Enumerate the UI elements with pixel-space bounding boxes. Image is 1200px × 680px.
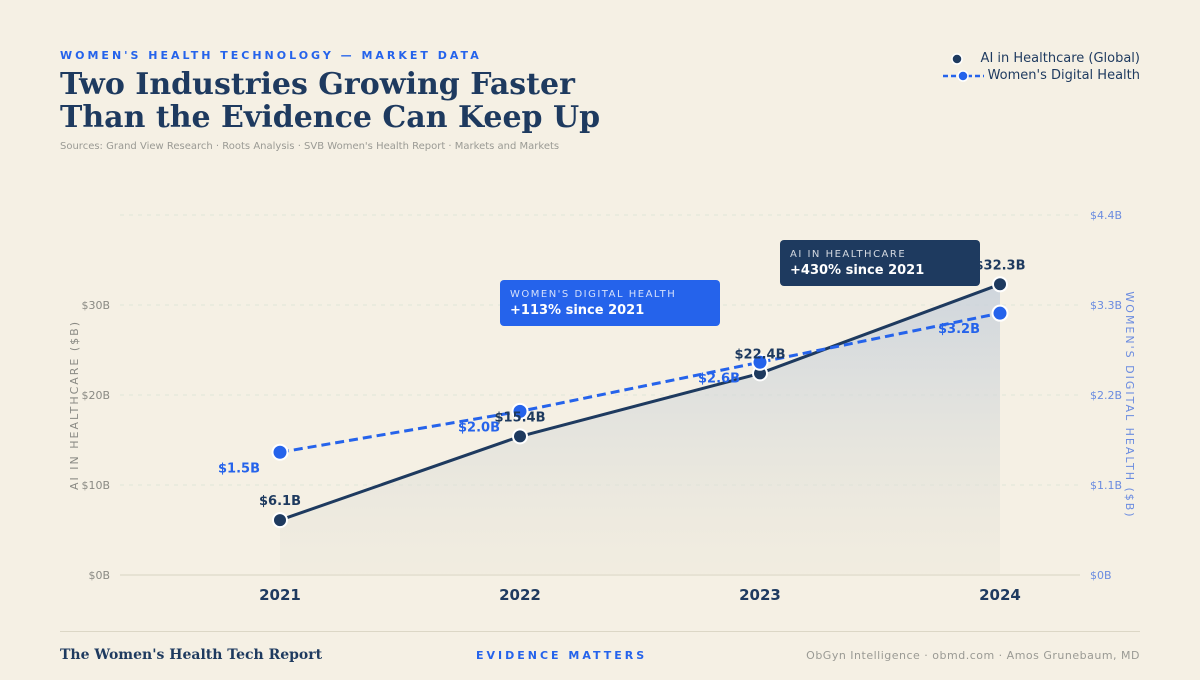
- legend-label-ai: AI in Healthcare (Global): [980, 51, 1140, 66]
- callout-wdh-label: WOMEN'S DIGITAL HEALTH: [510, 289, 677, 300]
- callout-ai-label: AI IN HEALTHCARE: [790, 249, 907, 260]
- legend-marker-wdh: [942, 69, 984, 82]
- legend-label-wdh: Women's Digital Health: [987, 68, 1140, 83]
- data-label-wdh: $2.0B: [458, 420, 500, 435]
- right-tick-label: $3.3B: [1090, 299, 1122, 312]
- x-tick-label: 2023: [739, 586, 781, 604]
- left-tick-label: $0B: [88, 569, 110, 582]
- title-line-1: Two Industries Growing Faster: [60, 67, 575, 102]
- data-label-ai: $22.4B: [734, 347, 785, 362]
- chart-legend: AI in Healthcare (Global) Women's Digita…: [942, 50, 1140, 84]
- right-tick-label: $4.4B: [1090, 209, 1122, 222]
- data-label-ai: $15.4B: [494, 410, 545, 425]
- data-label-ai: $6.1B: [259, 494, 301, 509]
- ai-area-fill: [280, 284, 1000, 575]
- callout-wdh: WOMEN'S DIGITAL HEALTH +113% since 2021: [500, 280, 720, 326]
- data-point-wdh: [751, 353, 769, 371]
- sources-note: Sources: Grand View Research · Roots Ana…: [60, 141, 560, 152]
- footer-divider: [60, 631, 1140, 632]
- legend-item-wdh: Women's Digital Health: [942, 67, 1140, 84]
- title-line-2: Than the Evidence Can Keep Up: [60, 100, 601, 135]
- data-label-wdh: $1.5B: [218, 461, 260, 476]
- x-tick-label: 2021: [259, 586, 301, 604]
- callout-ai: AI IN HEALTHCARE +430% since 2021: [780, 240, 980, 286]
- x-tick-label: 2022: [499, 586, 541, 604]
- right-tick-label: $2.2B: [1090, 389, 1122, 402]
- data-point-ai: [512, 428, 528, 445]
- series-line-ai: [279, 282, 1001, 522]
- data-point-wdh: [511, 402, 529, 420]
- footer-publication: The Women's Health Tech Report: [60, 647, 323, 663]
- left-tick-label: $20B: [81, 389, 110, 402]
- legend-item-ai: AI in Healthcare (Global): [942, 50, 1140, 67]
- x-tick-label: 2024: [979, 586, 1021, 604]
- right-axis-title: WOMEN'S DIGITAL HEALTH ($B): [1123, 291, 1136, 518]
- data-label-wdh: $3.2B: [938, 322, 980, 337]
- footer-credit: ObGyn Intelligence · obmd.com · Amos Gru…: [806, 649, 1140, 662]
- left-tick-label: $10B: [81, 479, 110, 492]
- eyebrow: WOMEN'S HEALTH TECHNOLOGY — MARKET DATA: [60, 49, 482, 62]
- series-line-wdh: [279, 311, 1001, 454]
- data-point-ai: [992, 276, 1008, 293]
- right-tick-label: $0B: [1090, 569, 1112, 582]
- left-axis-title: AI IN HEALTHCARE ($B): [68, 320, 81, 490]
- legend-marker-ai: [950, 52, 963, 65]
- data-point-ai: [272, 512, 288, 529]
- data-label-ai: $32.3B: [974, 258, 1025, 273]
- footer-tagline: EVIDENCE MATTERS: [476, 649, 648, 662]
- data-point-wdh: [271, 443, 289, 461]
- callout-wdh-value: +113% since 2021: [510, 303, 645, 318]
- data-label-wdh: $2.6B: [698, 371, 740, 386]
- callout-ai-value: +430% since 2021: [790, 263, 925, 278]
- left-tick-label: $30B: [81, 299, 110, 312]
- right-tick-label: $1.1B: [1090, 479, 1122, 492]
- data-point-wdh: [991, 304, 1009, 322]
- page-title: Two Industries Growing Faster Than the E…: [60, 68, 700, 134]
